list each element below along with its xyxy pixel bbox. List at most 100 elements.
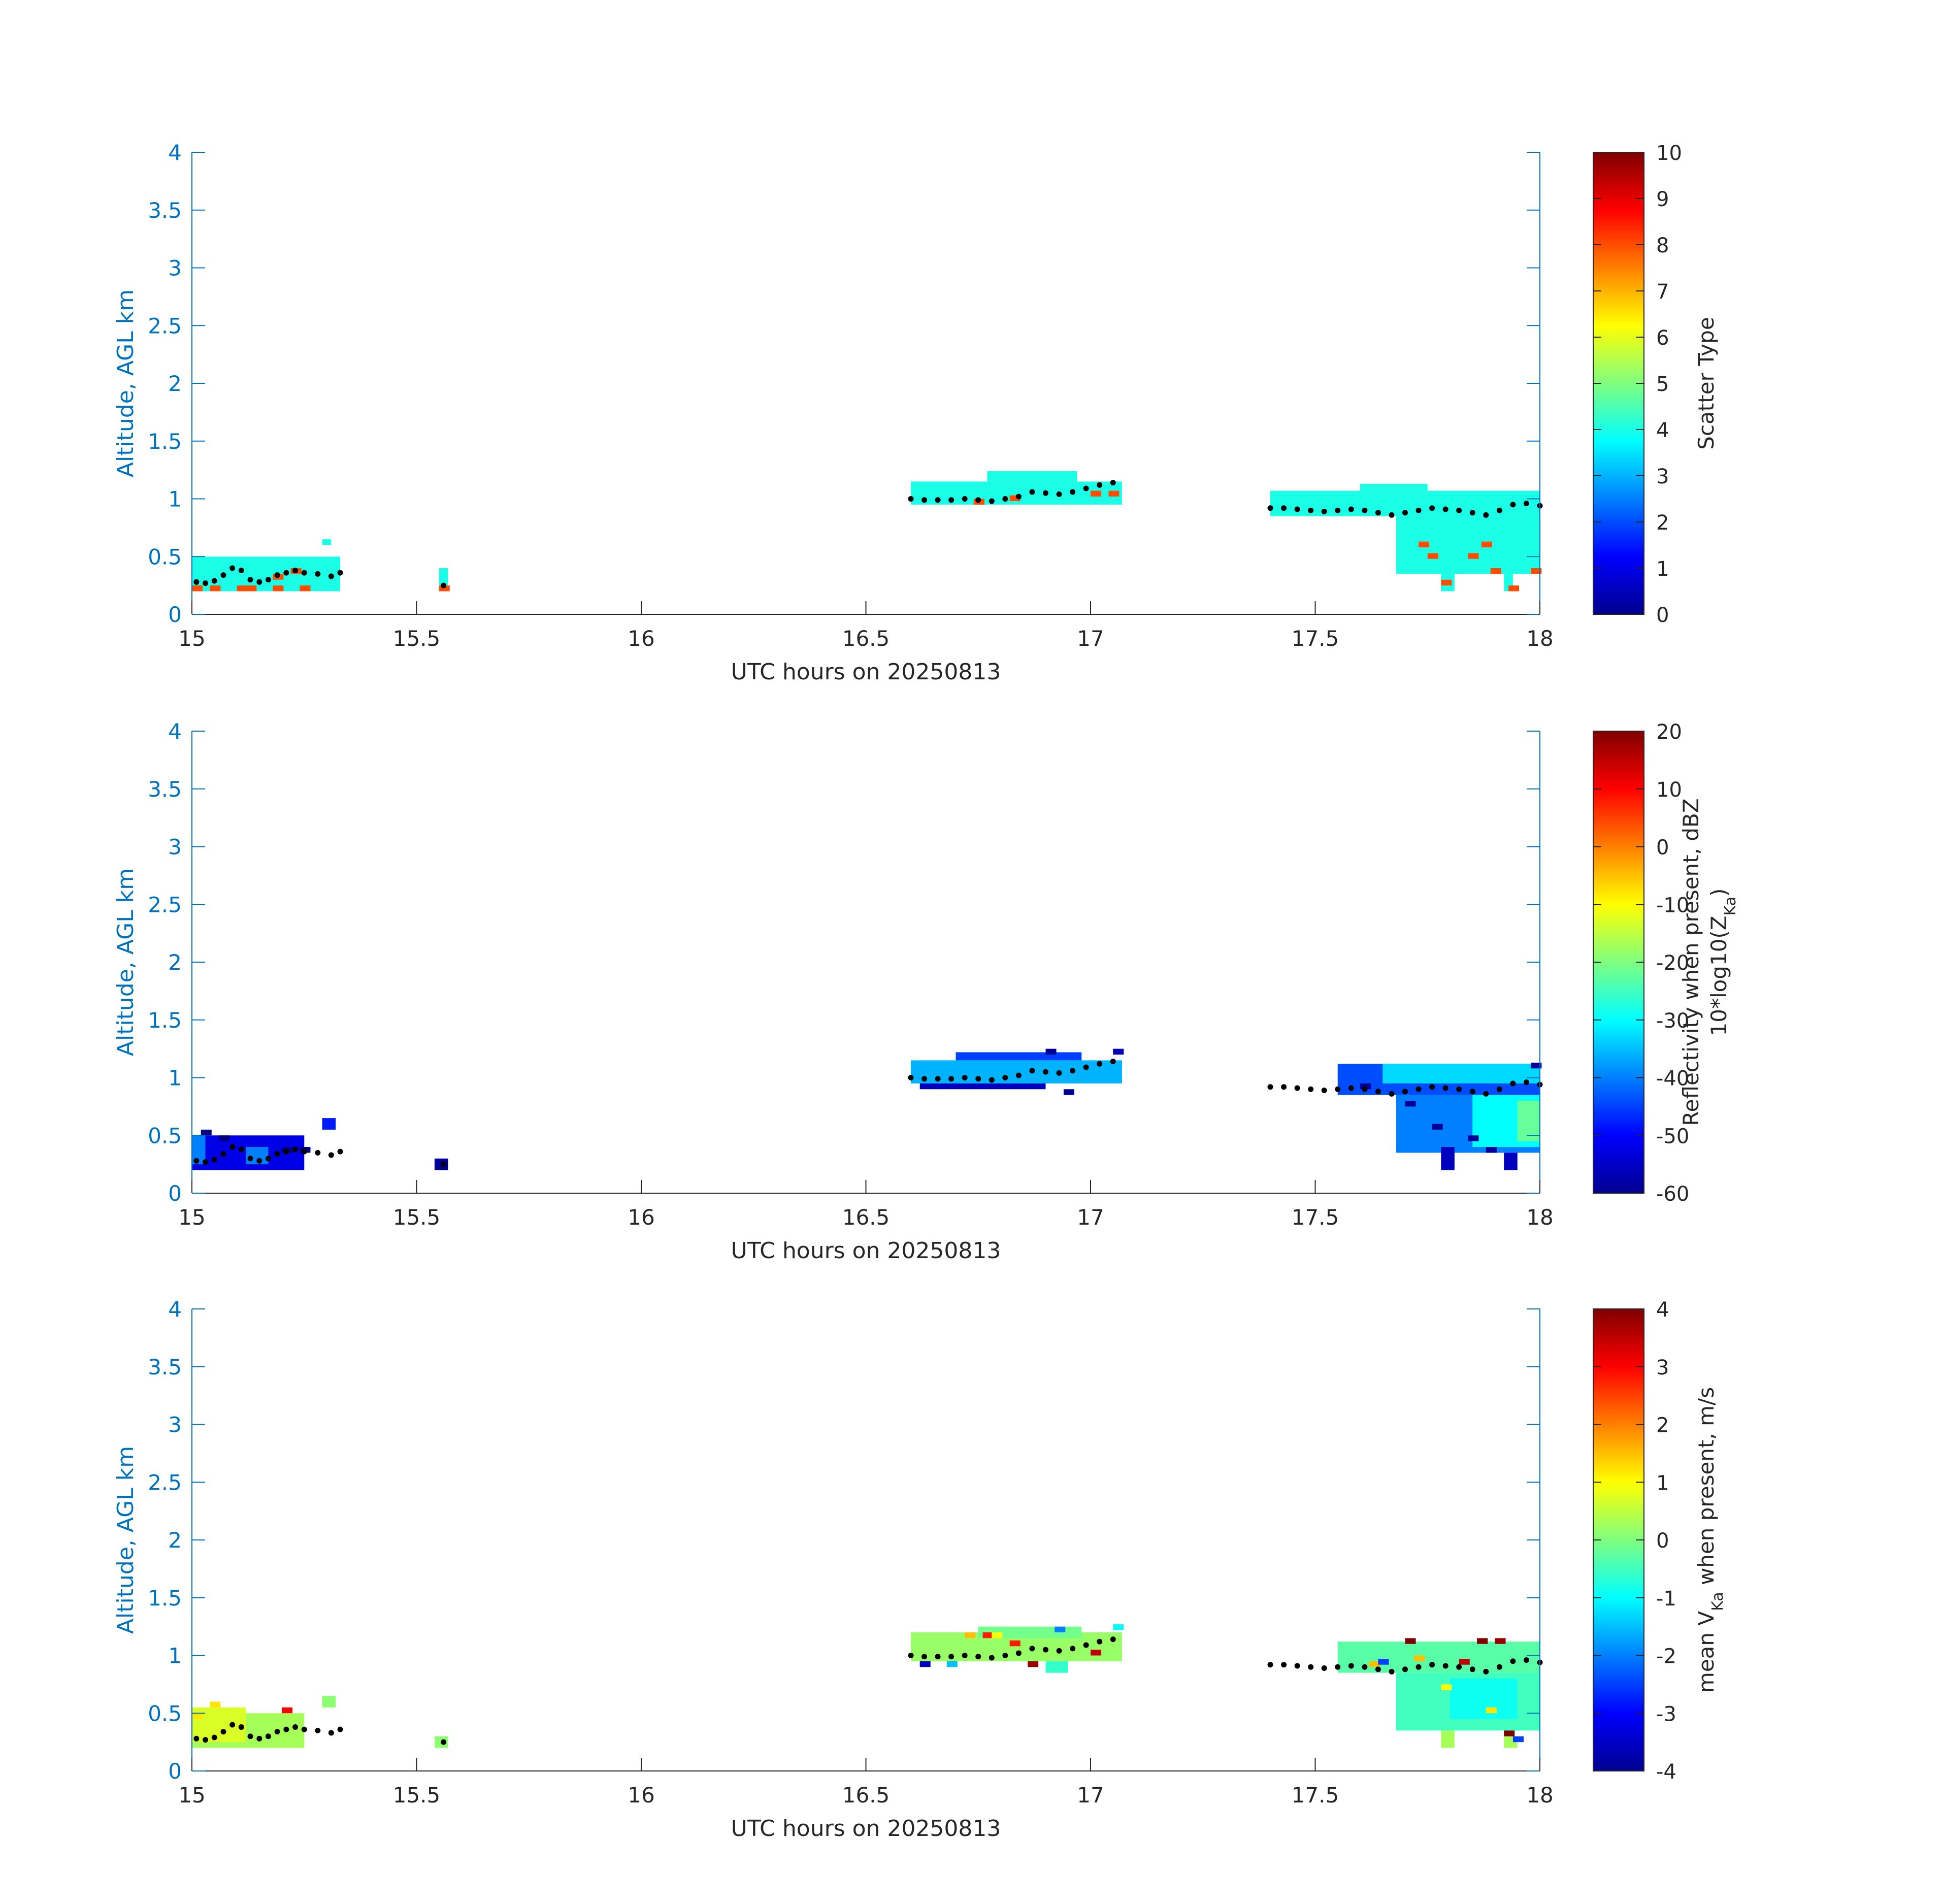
cloud-base-point	[1348, 506, 1354, 512]
data-cell	[1441, 579, 1452, 586]
data-cell	[1486, 1707, 1497, 1714]
cloud-base-point	[265, 1156, 271, 1162]
cloud-base-point	[441, 1161, 447, 1167]
data-cell	[300, 585, 311, 592]
cloud-base-point	[1083, 485, 1089, 491]
cloud-base-point	[908, 1075, 914, 1080]
cloud-base-point	[274, 1729, 280, 1735]
cloud-base-point	[1308, 1086, 1314, 1092]
colorbar-tick-label: 10	[1656, 778, 1682, 802]
cloud-base-point	[1416, 1664, 1422, 1670]
cloud-base-point	[1281, 1662, 1287, 1668]
cloud-base-point	[989, 498, 995, 504]
cloud-base-point	[962, 496, 968, 502]
cloud-base-point	[337, 1148, 343, 1155]
x-tick-label: 18	[1526, 1783, 1553, 1808]
x-tick-label: 17	[1077, 626, 1104, 651]
cloud-base-point	[441, 582, 447, 588]
cloud-base-point	[265, 577, 271, 583]
data-cell	[219, 1135, 230, 1141]
data-cell	[1405, 1101, 1416, 1107]
colorbar-tick-label: -4	[1656, 1760, 1676, 1784]
data-cell	[1477, 1638, 1488, 1644]
cloud-base-point	[1510, 1658, 1516, 1664]
cloud-base-point	[1056, 1070, 1062, 1076]
cloud-base-point	[1110, 480, 1116, 486]
cloud-base-point	[1308, 1664, 1314, 1670]
data-region	[1504, 1153, 1518, 1170]
cloud-base-point	[1267, 505, 1273, 511]
y-tick-label: 2	[168, 1528, 182, 1553]
cloud-base-point	[1442, 1663, 1449, 1669]
cloud-base-point	[193, 579, 200, 585]
cloud-base-point	[975, 497, 981, 503]
y-tick-label: 1	[168, 487, 182, 512]
data-region	[1383, 1064, 1540, 1084]
data-region	[1337, 1642, 1540, 1673]
data-region	[1441, 1147, 1455, 1170]
data-cells	[192, 1624, 1540, 1748]
y-tick-label: 4	[168, 1297, 182, 1322]
cloud-base-point	[1456, 507, 1462, 513]
data-cell	[1468, 1135, 1479, 1141]
y-tick-label: 1.5	[148, 1008, 182, 1033]
cloud-base-point	[1043, 1069, 1048, 1075]
data-cell	[1378, 1659, 1389, 1665]
y-tick-label: 3	[168, 835, 182, 860]
data-cell	[1009, 1640, 1021, 1647]
cloud-base-point	[1510, 502, 1516, 508]
cloud-base-point	[1335, 1664, 1341, 1670]
colorbar-tick-label: 3	[1656, 1356, 1669, 1380]
cloud-base-point	[203, 580, 209, 586]
data-cell	[201, 1129, 212, 1136]
data-region	[1517, 1101, 1540, 1141]
cloud-base-point	[274, 1151, 280, 1157]
y-axis-label: Altitude, AGL km	[113, 868, 139, 1056]
cloud-base-point	[1043, 490, 1048, 496]
data-cell	[1531, 568, 1542, 574]
cloud-base-point	[1483, 1091, 1489, 1097]
cloud-base-point	[247, 1156, 253, 1162]
y-tick-label: 0	[168, 602, 182, 627]
data-cell	[192, 585, 203, 592]
cloud-base-point	[1294, 1663, 1300, 1669]
cloud-base-point	[328, 573, 334, 579]
colorbar-tick-label: -1	[1656, 1587, 1676, 1611]
data-region	[322, 539, 332, 545]
cloud-base-point	[328, 1730, 334, 1736]
cloud-base-point	[1029, 1068, 1035, 1074]
colorbar-tick-label: -3	[1656, 1702, 1676, 1726]
cloud-base-point	[1389, 1091, 1395, 1097]
data-cell	[1432, 1124, 1443, 1130]
panel-2: 0 0.5 1 1.5 2 2.5 3 3.5 4 15 15.5 16 16.5 17 17.5 18 UTC…	[113, 719, 1739, 1264]
data-region	[956, 1052, 1082, 1061]
cloud-base-point	[292, 568, 299, 574]
cloud-base-point	[948, 497, 954, 503]
cloud-base-point	[292, 1146, 299, 1153]
y-axis-label: Altitude, AGL km	[113, 289, 139, 477]
x-axis-label: UTC hours on 20250813	[731, 659, 1001, 685]
x-tick-label: 16.5	[842, 626, 890, 651]
cloud-base-point	[935, 1654, 941, 1660]
cloud-base-point	[220, 1729, 226, 1735]
y-tick-label: 3.5	[148, 1355, 182, 1380]
x-tick-label: 17	[1077, 1783, 1104, 1808]
cloud-base-point	[1281, 1084, 1287, 1090]
cloud-base-point	[975, 1076, 981, 1082]
data-cell	[1419, 541, 1430, 548]
x-axis-label: UTC hours on 20250813	[731, 1816, 1001, 1842]
cloud-base-point	[1110, 1636, 1116, 1643]
y-tick-label: 0.5	[148, 1701, 182, 1726]
cloud-base-point	[1097, 1061, 1103, 1067]
colorbar-tick-label: 10	[1656, 142, 1682, 165]
cloud-base-point	[274, 572, 280, 578]
data-cell	[1405, 1638, 1416, 1644]
data-cell	[1028, 1661, 1039, 1667]
cloud-base-point	[921, 1076, 928, 1082]
x-axis-label: UTC hours on 20250813	[731, 1238, 1001, 1264]
y-axis-label: Altitude, AGL km	[113, 1446, 139, 1634]
cloud-base-point	[921, 497, 928, 503]
cloud-base-point	[1083, 1642, 1089, 1648]
